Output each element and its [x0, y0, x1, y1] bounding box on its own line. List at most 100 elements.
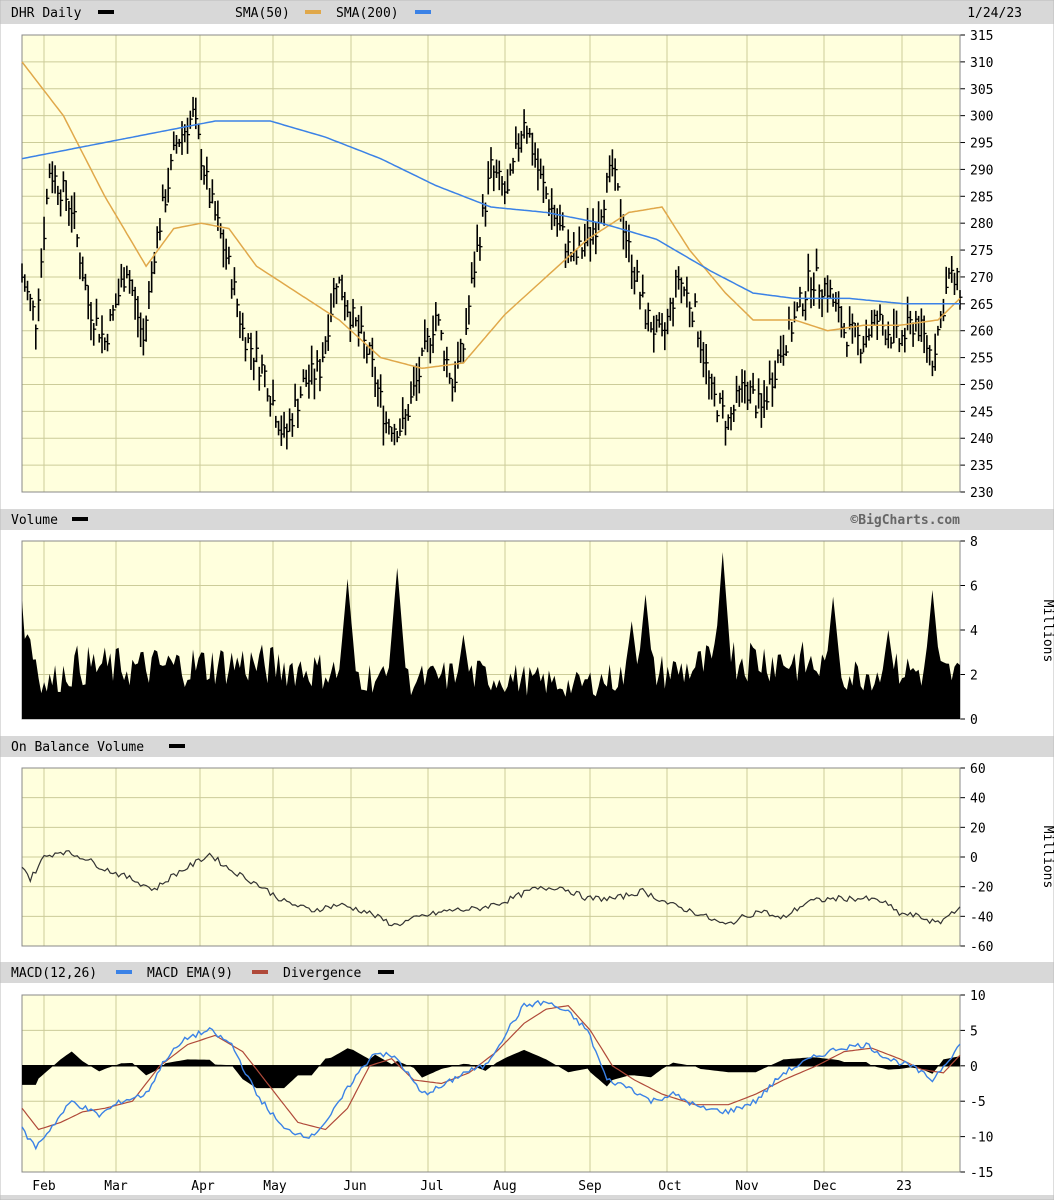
price-bar	[506, 169, 511, 194]
sma200-legend-swatch	[415, 10, 431, 14]
price-bar	[32, 300, 36, 321]
price-bar	[956, 267, 960, 291]
obv-tick-label: 20	[970, 821, 986, 836]
price-bar	[112, 305, 116, 321]
price-tick-label: 255	[970, 352, 993, 367]
price-bar	[418, 356, 422, 394]
obv-legend-swatch	[169, 744, 185, 748]
price-bar	[65, 180, 69, 211]
price-bar	[263, 365, 268, 388]
price-bar	[934, 333, 938, 371]
price-bar	[479, 237, 483, 261]
price-bar	[106, 333, 111, 352]
price-bar	[92, 323, 97, 346]
price-bar	[945, 266, 949, 294]
price-tick-label: 310	[970, 56, 993, 71]
price-bar	[473, 251, 477, 288]
price-bar	[76, 234, 80, 248]
volume-title: Volume	[11, 513, 58, 528]
volume-area	[22, 552, 960, 719]
price-bar	[250, 332, 254, 370]
macd-ema-legend-swatch	[252, 970, 268, 974]
macd-tick-label: -15	[970, 1166, 993, 1181]
price-bar	[790, 321, 795, 342]
price-tick-label: 245	[970, 405, 993, 420]
divergence-legend-swatch	[378, 970, 394, 974]
price-tick-label: 230	[970, 486, 993, 501]
obv-tick-label: -40	[970, 910, 993, 925]
price-bar	[688, 301, 693, 328]
price-bar	[732, 404, 737, 423]
price-bar	[705, 343, 709, 385]
price-bar	[73, 192, 77, 229]
price-bar	[43, 216, 47, 251]
obv-tick-label: 0	[970, 851, 978, 866]
macd-tick-label: 10	[970, 989, 986, 1004]
price-bar	[774, 360, 778, 389]
month-tick-label: May	[263, 1179, 287, 1194]
price-bar	[578, 226, 582, 248]
price-bar	[261, 354, 265, 374]
price-bar	[716, 410, 720, 423]
price-bar	[807, 253, 811, 292]
price-bar	[542, 165, 546, 203]
price-bar	[904, 327, 908, 353]
price-bar	[843, 323, 847, 339]
volume-tick-label: 4	[970, 624, 978, 639]
volume-panel: 0 2 4 6 8	[21, 535, 978, 728]
price-bar	[197, 123, 202, 140]
price-bar	[310, 345, 315, 385]
macd-ema-line	[21, 1004, 961, 1131]
price-bar	[421, 347, 425, 357]
price-bar	[145, 315, 149, 342]
price-bar	[446, 346, 450, 378]
price-bar	[360, 306, 364, 334]
obv-unit-label: Millions	[1040, 826, 1054, 889]
volume-tick-label: 2	[970, 669, 978, 684]
price-bar	[647, 302, 651, 332]
price-bar	[815, 248, 820, 272]
price-bar	[233, 267, 237, 296]
macd-plot-area	[22, 995, 960, 1172]
price-bar	[399, 418, 403, 436]
price-bar	[321, 342, 326, 363]
price-plot-area	[22, 35, 960, 492]
obv-border	[21, 767, 961, 947]
price-bar	[95, 298, 99, 326]
price-bar	[796, 302, 800, 312]
price-bar	[352, 298, 356, 328]
x-axis: Feb Mar Apr May Jun Jul Aug Sep Oct Nov Dec 23	[32, 1179, 912, 1194]
price-bar	[686, 276, 690, 308]
price-bar	[857, 322, 861, 356]
price-bar	[258, 366, 262, 391]
price-bar	[545, 186, 549, 200]
price-bar	[117, 278, 122, 306]
obv-header-bar	[0, 736, 1054, 757]
price-bar	[793, 301, 797, 323]
sma50-legend-label: SMA(50)	[235, 6, 290, 21]
divergence-histogram	[22, 1048, 960, 1089]
chart-date-label: 1/24/23	[967, 6, 1022, 21]
price-tick-label: 290	[970, 163, 993, 178]
macd-tick-label: -5	[970, 1095, 986, 1110]
volume-header-bar	[0, 509, 1054, 530]
price-bar	[694, 293, 698, 308]
price-bar	[652, 315, 657, 353]
price-bar	[912, 322, 916, 347]
price-bar	[523, 109, 527, 139]
price-bar	[465, 308, 469, 335]
price-bar	[448, 372, 453, 384]
price-tick-label: 280	[970, 217, 993, 232]
price-bar	[206, 156, 210, 190]
price-bar	[407, 404, 411, 421]
price-bar	[468, 295, 472, 325]
macd-tick-label: 0	[970, 1060, 978, 1075]
price-bar	[937, 325, 941, 336]
price-bar	[959, 290, 963, 310]
macd-title: MACD(12,26)	[11, 966, 97, 981]
price-bar	[942, 298, 946, 322]
price-bar	[859, 348, 864, 364]
price-bar	[462, 343, 466, 364]
price-bar	[804, 291, 809, 321]
macd-legend-swatch	[116, 970, 132, 974]
